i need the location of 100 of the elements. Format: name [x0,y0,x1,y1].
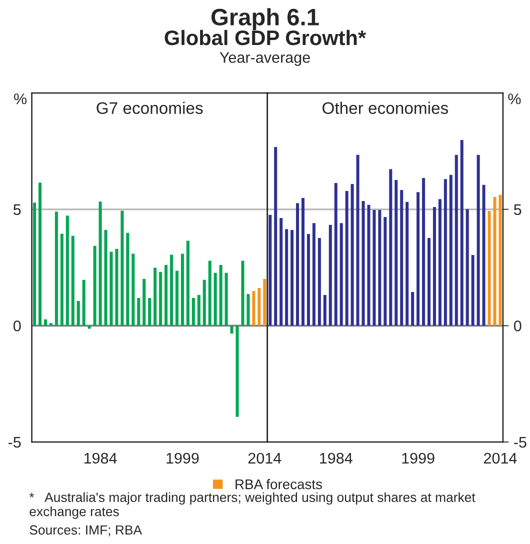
bar [449,174,452,326]
bar [328,224,332,326]
bar [170,254,174,326]
bar [340,223,343,326]
bar [236,326,239,417]
bar [498,194,502,326]
text: Global GDP Growth* [164,30,366,46]
bar [460,140,464,326]
bar [230,326,234,334]
bar [334,183,338,326]
bar [137,298,140,326]
bar [482,184,486,326]
bar [110,252,113,326]
bar [246,294,250,326]
y-tick-label: -5 [514,437,526,448]
text: Year-average [220,52,310,66]
bar [224,272,228,326]
bar [438,199,442,326]
x-tick-label: 2014 [248,452,282,464]
bar [422,178,426,326]
bar [416,192,420,326]
bar [252,291,256,326]
bar [356,154,360,326]
bar [175,270,178,326]
x-tick-label: 1984 [84,452,117,464]
chart-title: G7 economies [96,102,203,114]
bar [389,169,392,326]
bar [350,184,354,326]
bar [488,210,491,326]
bar [49,323,52,326]
x-tick-label: 2014 [484,452,517,464]
bar [290,230,294,326]
bar [296,203,300,326]
bar [154,268,157,326]
bar [306,234,310,326]
bar [76,301,80,326]
y-axis-title: % [508,93,521,104]
bar [159,272,162,326]
bar [60,234,64,326]
y-tick-label: 0 [13,320,21,332]
bar [362,200,365,326]
bar [33,202,36,326]
x-tick-label: 1984 [320,452,352,464]
x-tick-label: 1999 [166,452,199,464]
bar [476,154,480,326]
bar [66,216,69,326]
bar [372,210,376,326]
bar [258,288,261,326]
bar [115,248,118,326]
bar [280,218,283,326]
bar [454,154,458,326]
caption: Graph 6.1 [212,8,319,30]
y-axis-title: % [14,93,27,104]
source-note: Sources: IMF; RBA [30,525,142,536]
bar [54,212,58,326]
bar [192,298,195,326]
bar [71,236,74,326]
bar [104,230,108,326]
bar [132,254,135,326]
y-tick-label: 5 [14,204,21,216]
text: * Australia's major trading partners; weighted using output shares at market exchange rates [29,492,476,519]
bar [126,232,130,326]
bar [378,210,382,326]
bar [312,223,316,326]
bar [148,298,152,326]
bar [202,280,206,326]
bar [186,240,190,326]
y-tick-label: 0 [514,320,522,332]
bar [180,254,184,326]
bar [428,238,431,326]
bar [384,217,387,326]
bar [466,209,469,326]
bar [120,210,124,326]
bar [285,229,288,326]
bar [406,202,409,326]
bar [411,292,414,326]
bar [394,180,398,326]
bar [38,182,42,326]
bar [44,319,48,326]
bar [93,246,96,326]
bar [318,238,321,326]
bar [268,214,272,326]
bar [301,198,305,326]
bar [98,202,102,326]
bar [142,278,146,326]
bar [263,278,266,326]
bar [493,197,496,326]
bar [82,280,86,326]
bar [241,260,244,326]
bar [274,147,278,326]
y-tick-label: 5 [514,204,522,216]
bar [432,207,436,326]
x-tick-label: 1999 [402,452,434,464]
bar [197,294,200,326]
bar [471,254,474,326]
bar [444,179,447,326]
bar [88,326,91,329]
bar [208,260,212,326]
chart-title: Other economies [322,102,448,114]
bar [367,204,370,326]
